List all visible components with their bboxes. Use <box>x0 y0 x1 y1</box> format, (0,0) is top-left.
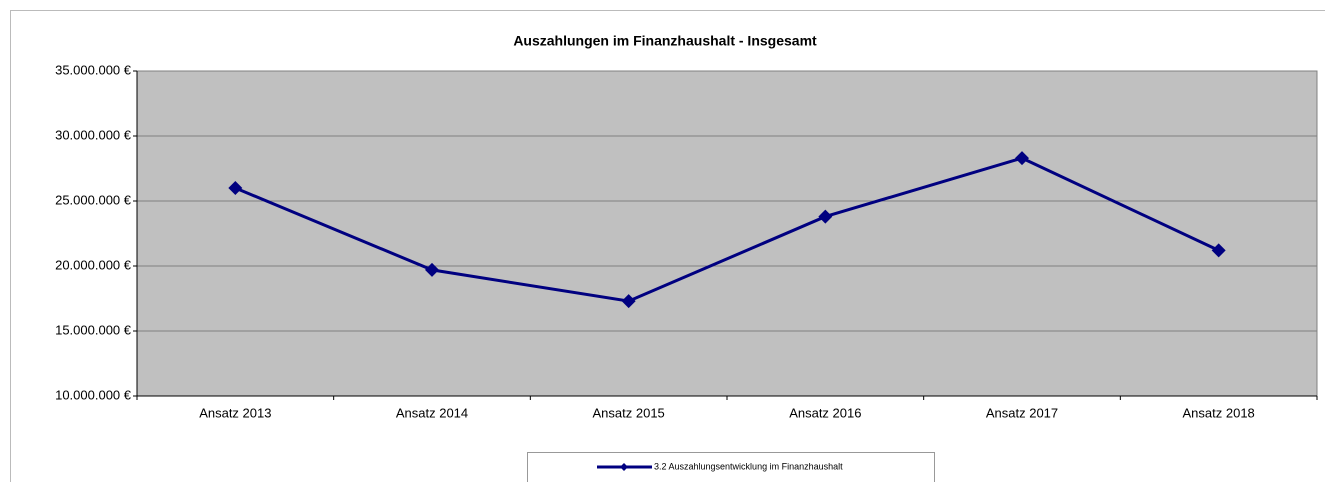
x-tick-label: Ansatz 2018 <box>1183 405 1255 420</box>
y-tick-label: 25.000.000 € <box>55 192 132 207</box>
y-tick-label: 15.000.000 € <box>55 322 132 337</box>
marker <box>228 181 243 195</box>
x-tick-label: Ansatz 2016 <box>789 405 861 420</box>
legend-box <box>527 452 935 482</box>
y-tick-label: 20.000.000 € <box>55 257 132 272</box>
plot-area <box>136 70 1318 397</box>
x-tick-label: Ansatz 2015 <box>593 405 665 420</box>
marker <box>818 209 833 224</box>
marker <box>621 294 636 309</box>
line <box>234 156 1220 303</box>
marker <box>425 262 439 277</box>
marker <box>1015 151 1029 166</box>
y-tick-label: 35.000.000 € <box>55 62 132 77</box>
y-tick-label: 30.000.000 € <box>55 127 132 142</box>
chart-title: Auszahlungen im Finanzhaushalt - Insgesa… <box>513 33 817 49</box>
y-tick-label: 10.000.000 € <box>55 387 132 402</box>
legend-label: 3.2 Auszahlungsentwicklung im Finanzhaus… <box>654 461 843 471</box>
legend-marker <box>620 463 628 471</box>
x-tick-label: Ansatz 2013 <box>199 405 271 420</box>
marker <box>1211 243 1226 258</box>
x-tick-label: Ansatz 2017 <box>986 405 1058 420</box>
x-tick-label: Ansatz 2014 <box>396 405 468 420</box>
